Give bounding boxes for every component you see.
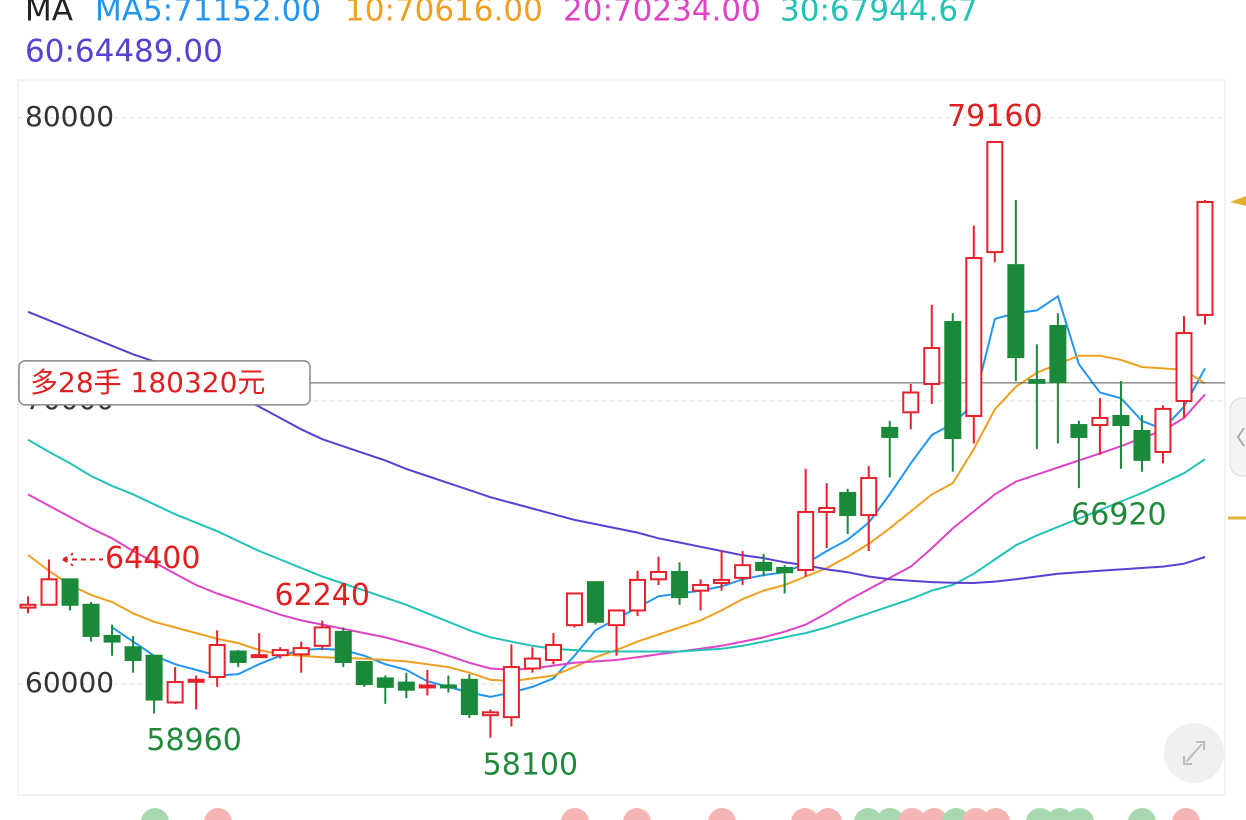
candle-body — [986, 140, 1004, 254]
candle-body — [124, 646, 142, 661]
candle-body — [418, 684, 436, 689]
high-label: 64400 — [105, 541, 200, 576]
candle-body — [1133, 429, 1151, 461]
candle-body — [902, 391, 920, 414]
candle-body — [40, 578, 58, 606]
candle-body — [1028, 379, 1046, 384]
candle-body — [397, 681, 415, 691]
low-label: 58960 — [146, 723, 241, 758]
candle-body — [103, 634, 121, 643]
labels: 64400 58960 62240 58100 79160 66920 — [62, 99, 1167, 782]
candle-body — [944, 321, 962, 440]
candles — [19, 140, 1214, 738]
indicator-label: MA — [25, 0, 73, 29]
candle-body — [734, 564, 752, 579]
candle-body — [439, 684, 457, 689]
candle-body — [61, 578, 79, 606]
candle-body — [776, 566, 794, 574]
candle-body — [1154, 407, 1172, 453]
legend-entry: 20:70234.00 — [563, 0, 761, 29]
candle-body — [19, 603, 37, 609]
candle-body — [292, 647, 310, 656]
bottom-markers — [141, 808, 1200, 820]
plot-frame — [17, 79, 1226, 796]
candle-body — [881, 426, 899, 438]
y-tick-label: 80000 — [25, 100, 114, 133]
candle-body — [313, 626, 331, 647]
legend-entry: 60:64489.00 — [25, 34, 223, 70]
candle-body — [229, 650, 247, 663]
candle-body — [271, 649, 289, 657]
candle-body — [965, 257, 983, 417]
candle-body — [713, 578, 731, 584]
candle-body — [839, 491, 857, 517]
low-label: 66920 — [1071, 498, 1166, 533]
legend-entry: 10:70616.00 — [345, 0, 543, 29]
fullscreen-icon — [1183, 741, 1205, 765]
candle-body — [755, 561, 773, 571]
candle-body — [1049, 324, 1067, 384]
candle-body — [523, 657, 541, 670]
candle-body — [650, 570, 668, 581]
candle-body — [145, 654, 163, 701]
legend-entry: 30:67944.67 — [780, 0, 978, 29]
candle-body — [1091, 416, 1109, 427]
candle-body — [208, 643, 226, 678]
candle-body — [797, 510, 815, 571]
high-label: 79160 — [947, 99, 1042, 134]
candle-body — [544, 643, 562, 661]
candle-body — [250, 654, 268, 659]
candle-body — [1196, 200, 1214, 316]
legend-entry: MA5:71152.00 — [95, 0, 321, 29]
y-tick-label: 60000 — [25, 666, 114, 699]
candle-body — [82, 603, 100, 637]
candle-body — [1175, 332, 1193, 402]
label-arrow — [62, 552, 104, 567]
candle-body — [1112, 414, 1130, 427]
marker — [1230, 196, 1246, 206]
ma-line — [27, 393, 1206, 671]
candle-body — [460, 678, 478, 716]
candle-body — [187, 678, 205, 683]
high-label: 62240 — [275, 578, 370, 613]
candle-body — [608, 609, 625, 627]
candle-body — [923, 347, 941, 386]
candle-body — [481, 711, 499, 717]
candle-body — [586, 581, 604, 623]
candle-body — [860, 476, 878, 517]
candle-body — [334, 630, 352, 663]
legend: MA5:71152.00 10:70616.00 20:70234.00 30:679… — [25, 0, 978, 70]
low-label: 58100 — [483, 747, 578, 782]
candle-body — [629, 578, 647, 612]
candle-body — [565, 592, 583, 627]
candle-body — [376, 677, 394, 688]
candle-body — [502, 666, 520, 719]
candle-body — [1070, 424, 1088, 438]
candle-body — [166, 681, 184, 704]
candle-body — [355, 660, 373, 686]
candle-body — [1007, 264, 1025, 359]
candle-body — [692, 583, 710, 592]
position-label: 多28手 180320元 — [30, 366, 265, 399]
candle-body — [818, 506, 836, 513]
position-box — [18, 360, 311, 406]
side-tab-icon — [1236, 427, 1245, 447]
candle-body — [671, 570, 689, 599]
